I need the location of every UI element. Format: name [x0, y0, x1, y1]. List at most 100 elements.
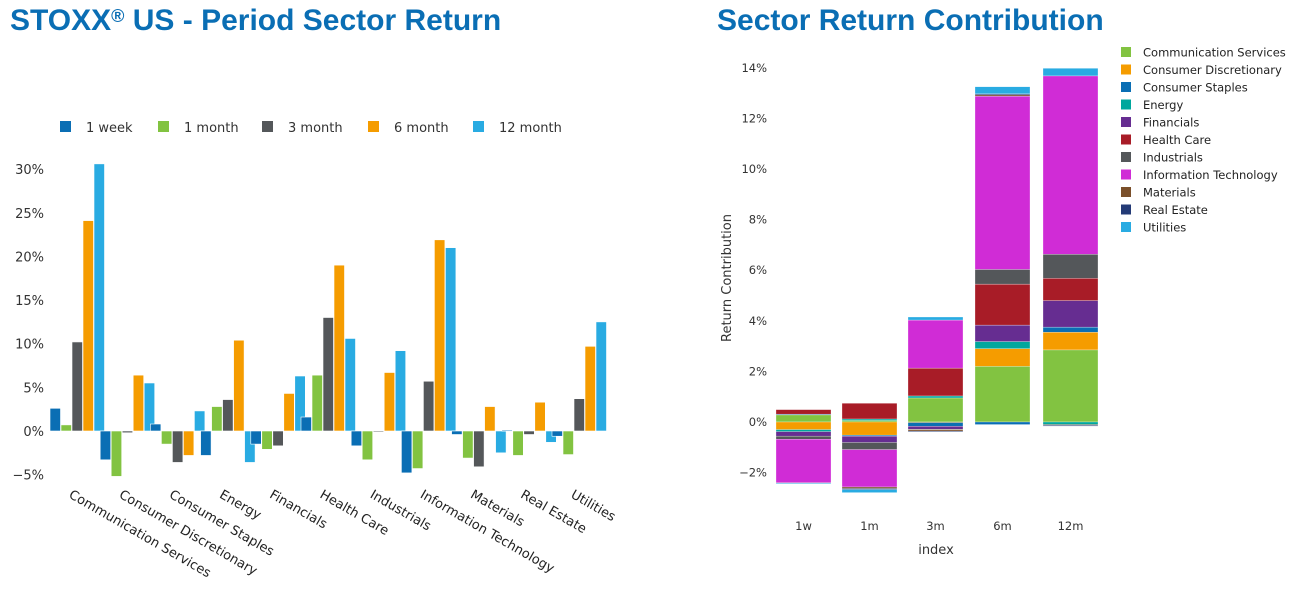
title-brand: STOXX: [10, 4, 112, 37]
bar-3-month: [322, 317, 334, 432]
y-tick-label: 10%: [741, 162, 767, 176]
stack-segment-consumer-discretionary: [775, 421, 832, 430]
stack-segment-industrials: [775, 435, 832, 440]
bar-6-month: [484, 406, 496, 432]
stack-segment-communication-services: [775, 414, 832, 423]
legend-label: Health Care: [1143, 133, 1211, 147]
bar-3-month: [473, 430, 485, 468]
bar-12-month: [595, 321, 607, 432]
legend-label: Materials: [1143, 186, 1196, 200]
stack-segment-information-technology: [907, 319, 964, 369]
y-tick-label: 8%: [749, 213, 767, 227]
legend-swatch: [60, 121, 71, 132]
bar-12-month: [495, 430, 507, 454]
stack-segment-communication-services: [974, 366, 1031, 423]
legend-label: Energy: [1143, 98, 1183, 112]
bar-1-week: [150, 423, 162, 432]
stack-segment-energy: [974, 341, 1031, 349]
y-tick-label: 30%: [15, 163, 44, 178]
legend-label: Utilities: [1143, 221, 1186, 235]
bar-1-week: [401, 430, 413, 474]
x-tick-label: 3m: [926, 519, 945, 533]
bar-1-month: [261, 430, 273, 450]
stack-segment-consumer-staples: [907, 422, 964, 427]
legend-label: 1 week: [86, 121, 133, 136]
legend-label: Consumer Staples: [1143, 81, 1248, 95]
y-tick-label: 12%: [741, 111, 767, 125]
stack-segment-consumer-discretionary: [1042, 331, 1099, 351]
stack-segment-health-care: [775, 409, 832, 415]
x-tick-label: 1m: [860, 519, 879, 533]
legend-label: 12 month: [499, 121, 562, 136]
y-tick-label: 10%: [15, 338, 44, 353]
bar-1-week: [350, 430, 363, 447]
stack-segment-real-estate: [1042, 425, 1099, 427]
stack-segment-materials: [907, 429, 964, 432]
legend-swatch: [1121, 169, 1131, 180]
bar-6-month: [534, 401, 546, 432]
stack-segment-communication-services: [841, 420, 898, 423]
stack-segment-financials: [1042, 300, 1099, 328]
bar-12-month: [445, 247, 457, 432]
bar-3-month: [71, 341, 83, 432]
legend-swatch: [1121, 187, 1131, 197]
stack-segment-energy: [907, 395, 964, 399]
bar-3-month: [172, 430, 184, 463]
x-tick-label: 6m: [993, 519, 1012, 533]
legend-swatch: [368, 121, 379, 132]
stack-segment-communication-services: [1042, 349, 1099, 423]
bar-6-month: [584, 346, 596, 432]
x-tick-label: 12m: [1058, 519, 1084, 533]
legend-swatch: [1121, 134, 1131, 145]
bar-6-month: [333, 264, 345, 432]
stack-segment-financials: [775, 431, 832, 437]
bar-6-month: [383, 372, 396, 432]
stack-segment-consumer-discretionary: [974, 348, 1031, 367]
legend-swatch: [473, 121, 484, 132]
stack-segment-health-care: [841, 403, 898, 420]
left-chart-title: STOXX® US - Period Sector Return: [10, 4, 501, 38]
bar-12-month: [93, 163, 105, 432]
bar-1-month: [512, 430, 524, 456]
stack-segment-financials: [907, 426, 964, 430]
legend-swatch: [1121, 204, 1131, 215]
legend-swatch: [1121, 117, 1131, 127]
stack-segment-information-technology: [775, 439, 832, 483]
bar-3-month: [272, 430, 284, 447]
bar-1-month: [161, 430, 173, 445]
legend-label: Industrials: [1143, 151, 1203, 165]
bar-1-month: [110, 430, 122, 477]
bar-1-week: [99, 430, 111, 461]
bar-12-month: [294, 375, 306, 432]
legend-label: 1 month: [184, 121, 239, 136]
legend-swatch: [1121, 47, 1131, 57]
stack-segment-energy: [841, 418, 898, 421]
legend-swatch: [1121, 82, 1131, 92]
stack-segment-information-technology: [841, 449, 898, 488]
y-tick-label: 14%: [741, 61, 767, 75]
bar-6-month: [183, 430, 195, 456]
bar-1-week: [501, 429, 513, 432]
bar-1-week: [451, 430, 463, 435]
stack-segment-real-estate: [907, 430, 964, 433]
legend-swatch: [1121, 222, 1131, 232]
bar-1-month: [60, 424, 72, 432]
stack-segment-information-technology: [1042, 75, 1099, 255]
y-tick-label: −5%: [12, 469, 44, 484]
y-axis-title: Return Contribution: [720, 214, 735, 342]
legend-label: Consumer Discretionary: [1143, 63, 1282, 77]
stack-segment-energy: [1042, 421, 1099, 425]
bar-3-month: [573, 398, 585, 432]
stack-segment-information-technology: [974, 95, 1031, 270]
bar-1-week: [250, 430, 262, 445]
bar-1-month: [311, 374, 323, 432]
bar-3-month: [372, 430, 385, 433]
bar-3-month: [423, 380, 435, 432]
bar-12-month: [545, 430, 557, 443]
stack-segment-industrials: [841, 442, 898, 450]
stack-segment-consumer-staples: [974, 421, 1031, 425]
stack-segment-communication-services: [907, 397, 964, 423]
period-sector-return-chart: −5% 0% 5% 10% 15% 20% 25% 30% 1 week 1 month 3 mon…: [12, 121, 618, 581]
y-tick-label: 20%: [15, 250, 44, 265]
bar-12-month: [244, 430, 256, 463]
